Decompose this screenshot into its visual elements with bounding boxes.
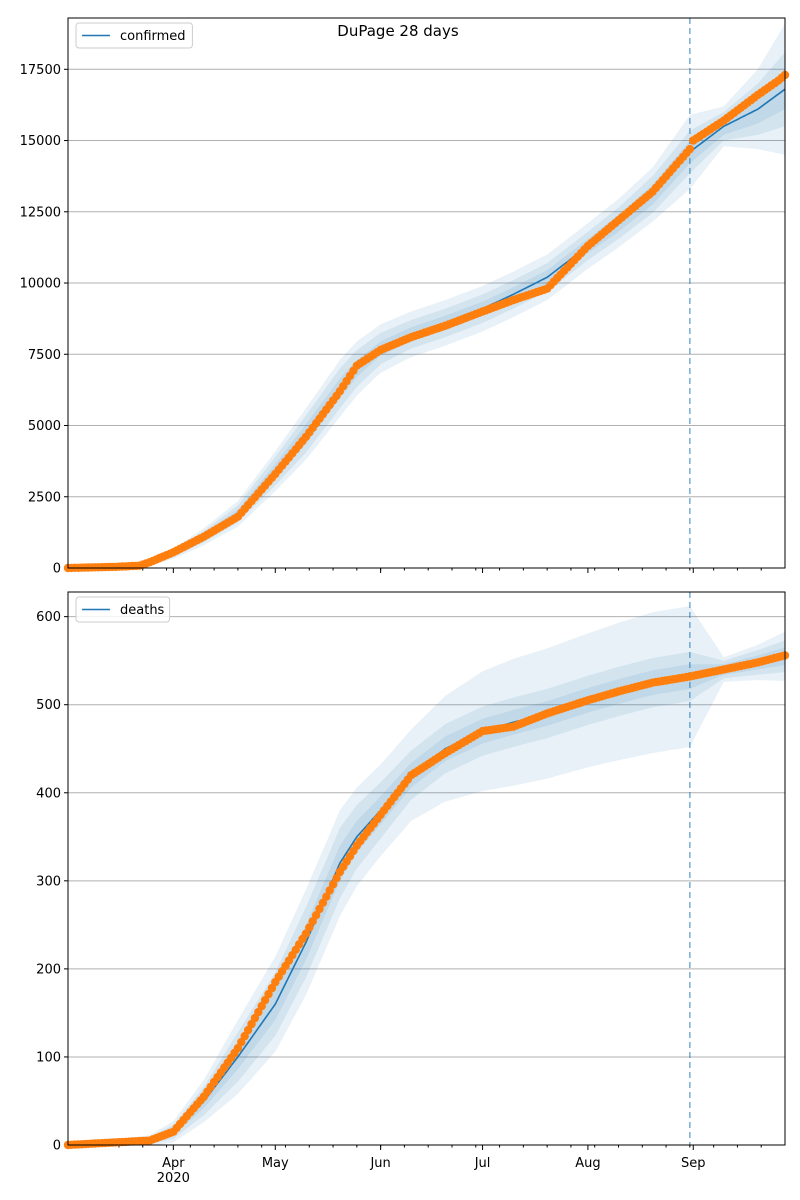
x-tick-label: Aug [575, 1156, 600, 1171]
legend-label: confirmed [120, 29, 186, 44]
legend-confirmed: confirmed [75, 22, 193, 49]
y-tick-label: 5000 [28, 419, 61, 434]
y-tick-label: 12500 [20, 205, 61, 220]
legend-label: deaths [120, 603, 165, 618]
y-tick-label: 400 [36, 786, 61, 801]
y-tick-label: 500 [36, 698, 61, 713]
chart-title: DuPage 28 days [337, 22, 459, 40]
axes-frame [67, 17, 786, 569]
y-tick-label: 600 [36, 610, 61, 625]
observed-point-deaths [311, 911, 321, 920]
observed-point-deaths [318, 898, 328, 907]
y-tick-label: 200 [36, 962, 61, 977]
panel-confirmed: 0 2500 5000 7500 10000 12500 15000 17500 confirm… [20, 17, 790, 577]
uncertainty-band-3 [68, 606, 785, 1145]
legend-deaths: deaths [75, 596, 171, 623]
legend-box [75, 596, 171, 623]
legend-box [75, 22, 193, 49]
x-tick-sublabel: 2020 [157, 1171, 190, 1186]
observed-point-confirmed [685, 144, 695, 154]
axes-frame [67, 591, 786, 1146]
observed-point-deaths [328, 880, 338, 889]
y-tick-label: 7500 [28, 348, 61, 363]
x-tick-label: Sep [681, 1156, 706, 1171]
observed-point-deaths [315, 904, 324, 914]
y-tick-label: 10000 [20, 277, 61, 292]
uncertainty-band-2 [68, 640, 785, 1145]
x-tick-label: Jul [474, 1156, 491, 1171]
y-tick-label: 0 [53, 562, 61, 577]
observed-point-deaths [325, 886, 334, 895]
observed-point-deaths [305, 923, 314, 932]
y-tick-label: 15000 [20, 134, 61, 149]
observed-point-deaths [301, 929, 311, 938]
y-tick-label: 0 [53, 1139, 61, 1154]
x-tick-label: May [262, 1156, 289, 1171]
y-tick-label: 2500 [28, 490, 61, 505]
x-tick-label: Jun [369, 1156, 390, 1171]
y-tick-label: 100 [36, 1050, 61, 1065]
y-tick-label: 17500 [20, 63, 61, 78]
observed-point-deaths [322, 892, 331, 901]
x-tick-label: Apr [162, 1156, 185, 1171]
y-tick-label: 300 [36, 874, 61, 889]
uncertainty-band-3 [68, 23, 785, 568]
observed-point-deaths [308, 917, 317, 926]
observed-point-deaths [332, 874, 341, 883]
